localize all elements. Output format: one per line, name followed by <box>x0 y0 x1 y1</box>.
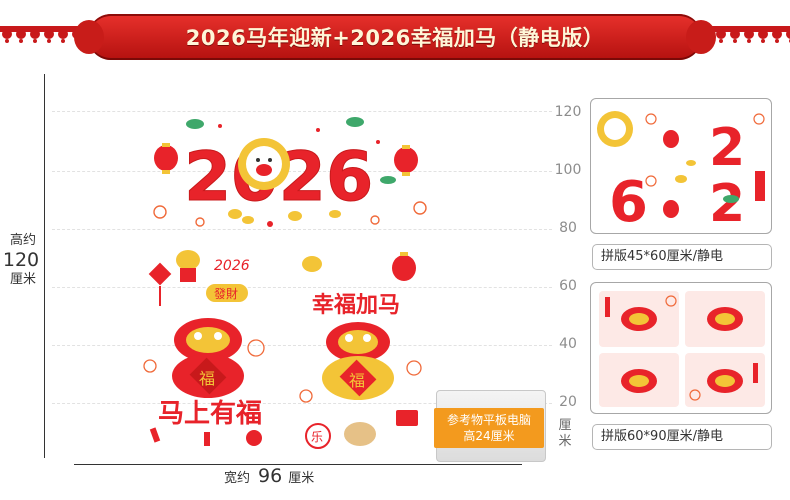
lace-scallop <box>772 29 782 39</box>
lace-dot <box>61 39 65 43</box>
lace-dot <box>747 39 751 43</box>
lace-scallop <box>744 29 754 39</box>
scale-unit: 厘米 <box>558 418 572 449</box>
firework-icon <box>645 113 765 187</box>
cloud-icon <box>186 117 396 184</box>
gridline <box>52 345 552 346</box>
firework-icon <box>143 339 265 373</box>
horse-body-icon: 福 <box>322 356 394 400</box>
gridline <box>52 229 552 230</box>
width-prefix: 宽约 <box>224 471 251 486</box>
lace-scallop <box>30 29 40 39</box>
lace-dot <box>775 39 779 43</box>
firework-icon <box>299 360 422 403</box>
lace-dot <box>33 39 37 43</box>
height-label: 高约 120 厘米 <box>3 232 40 288</box>
width-label: 宽约 96 厘米 <box>224 465 314 487</box>
height-prefix: 高约 <box>9 233 36 248</box>
gold-coin-icon <box>675 160 696 183</box>
reference-line1: 参考物平板电脑 <box>446 413 531 427</box>
banner-area: 2026马年迎新+2026幸福加马（静电版） <box>0 0 790 62</box>
fu-char: 福 <box>199 369 215 388</box>
lace-dot <box>733 39 737 43</box>
drum-icon <box>344 422 376 446</box>
gold-coin-icon <box>228 209 341 224</box>
gridline <box>52 171 552 172</box>
height-scale-line <box>44 74 45 458</box>
right-horse-sticker: 幸福加马 福 乐 <box>296 250 428 456</box>
title-banner: 2026马年迎新+2026幸福加马（静电版） <box>74 14 716 60</box>
couplet-right-text: 幸福加马 <box>312 292 400 318</box>
panel-digit-2: 2 <box>709 118 745 178</box>
tick-label: 100 <box>554 162 582 178</box>
panel-digit-2b: 2 <box>709 174 745 234</box>
tablet-reference-label: 参考物平板电脑 高24厘米 <box>434 408 544 448</box>
lace-dot <box>719 39 723 43</box>
tick-label: 20 <box>559 394 577 410</box>
couplet-left-text: 马上有福 <box>158 399 262 429</box>
lace-scallop <box>758 29 768 39</box>
page-title: 2026马年迎新+2026幸福加马（静电版） <box>185 26 605 50</box>
lace-scallop <box>2 29 12 39</box>
tick-label: 60 <box>559 278 577 294</box>
lion-head-icon <box>326 322 390 362</box>
height-unit: 厘米 <box>9 272 36 287</box>
facai-banner <box>206 284 248 302</box>
left-horse-sticker: 2026 發財 福 马上有福 <box>138 246 278 452</box>
facai-text: 發財 <box>214 286 238 301</box>
fu-char: 福 <box>349 371 365 390</box>
lace-scallop <box>16 29 26 39</box>
width-scale-line <box>74 464 522 465</box>
firework-icon <box>153 201 427 227</box>
lion-head-icon <box>174 318 242 362</box>
panel-digit-6: 6 <box>609 170 648 234</box>
lantern-icon <box>154 143 418 176</box>
lace-dot <box>761 39 765 43</box>
horse-mascot-icon <box>238 138 290 190</box>
panel-45x60: 2 2 6 <box>590 98 772 234</box>
gridline <box>52 111 552 112</box>
firecracker-icon <box>755 171 765 201</box>
chinese-knot-icon <box>148 262 172 306</box>
firework-icon <box>665 295 701 401</box>
tick-label: 40 <box>559 336 577 352</box>
reference-line2: 高24厘米 <box>463 429 515 443</box>
money-plant-icon <box>176 250 200 282</box>
gridline <box>52 287 552 288</box>
lace-scallop <box>58 29 68 39</box>
lace-dot <box>19 39 23 43</box>
horse-small-icon <box>302 256 322 272</box>
lucky-bag-icon: 乐 <box>305 423 331 449</box>
height-value: 120 <box>2 249 40 271</box>
width-unit: 厘米 <box>288 471 315 486</box>
firecracker-icon <box>605 297 758 383</box>
panel-60x90-preview <box>599 291 765 407</box>
panel-45x60-preview: 2 2 6 <box>597 111 765 234</box>
star-icon <box>218 124 380 227</box>
tick-label: 120 <box>554 104 582 120</box>
lace-scallop <box>730 29 740 39</box>
panel-45x60-caption: 拼版45*60厘米/静电 <box>592 244 772 270</box>
gridline <box>52 403 552 404</box>
panel-60x90 <box>590 282 772 414</box>
lace-scallop <box>716 29 726 39</box>
year-sticker: 2026 <box>140 112 440 232</box>
le-char: 乐 <box>311 430 323 444</box>
tick-label: 80 <box>559 220 577 236</box>
lace-scallop <box>786 29 790 39</box>
cloud-icon <box>723 195 739 203</box>
panel-60x90-caption: 拼版60*90厘米/静电 <box>592 424 772 450</box>
lace-dot <box>47 39 51 43</box>
width-value: 96 <box>258 465 283 487</box>
lantern-icon <box>392 252 416 281</box>
lace-scallop <box>44 29 54 39</box>
small-year-text: 2026 <box>214 258 250 274</box>
firecracker-icon <box>149 427 262 446</box>
lantern-icon <box>663 130 679 218</box>
horse-body-icon: 福 <box>172 354 244 398</box>
lace-dot <box>5 39 9 43</box>
red-envelope-icon <box>396 410 418 426</box>
